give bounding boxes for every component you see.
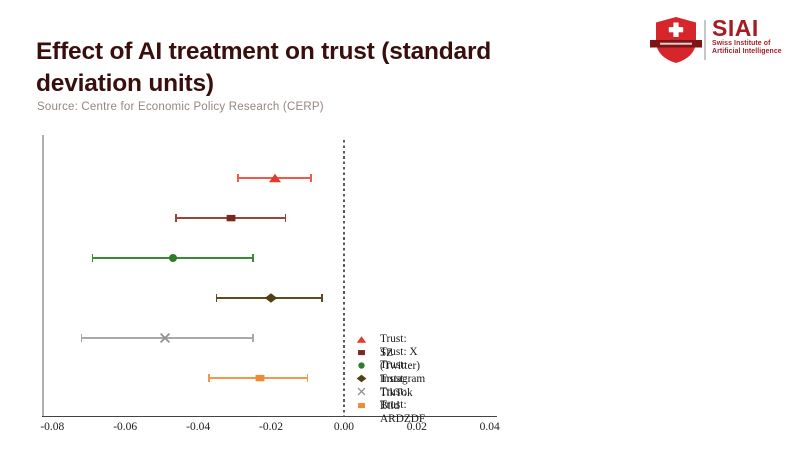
ci-cap-low bbox=[175, 214, 178, 222]
ci-cap-high bbox=[251, 254, 254, 262]
marker-trust-instagram bbox=[166, 251, 180, 265]
ci-cap-high bbox=[321, 294, 323, 302]
logo-subtitle-line2: Artificial Intelligence bbox=[712, 48, 782, 56]
logo-subtitle-line1: Swiss Institute of bbox=[712, 40, 771, 47]
legend-marker-trust-instagram bbox=[356, 360, 367, 371]
ci-cap-low bbox=[208, 374, 210, 382]
legend-label: Trust: SZ bbox=[380, 333, 407, 359]
siai-logo: SIAI Swiss Institute of Artificial Intel… bbox=[650, 14, 800, 66]
legend-label: Trust: Bild bbox=[380, 385, 407, 412]
legend-marker-trust-sz bbox=[356, 334, 367, 345]
legend-marker-trust-x-twitter bbox=[356, 347, 367, 358]
zero-reference-line bbox=[343, 140, 345, 416]
swiss-cross-horizontal bbox=[668, 27, 684, 33]
ci-cap-low bbox=[91, 254, 94, 262]
marker-trust-bild bbox=[158, 331, 172, 345]
legend-label: Trust: TikTok bbox=[380, 372, 413, 399]
banner-text-strip bbox=[660, 42, 692, 45]
x-tick-label: -0.06 bbox=[113, 420, 138, 433]
marker-trust-x-twitter bbox=[224, 211, 238, 225]
legend-label: Trust: ARDZDF bbox=[380, 399, 426, 425]
legend-marker-trust-tiktok bbox=[356, 373, 367, 384]
ci-cap-low bbox=[237, 174, 239, 182]
x-tick-label: -0.04 bbox=[186, 420, 211, 433]
ci-cap-high bbox=[284, 214, 287, 222]
ci-cap-high bbox=[306, 374, 309, 382]
logo-text: SIAI Swiss Institute of Artificial Intel… bbox=[712, 16, 782, 56]
x-tick-label: 0.02 bbox=[406, 420, 427, 433]
marker-trust-tiktok bbox=[264, 291, 278, 305]
x-tick-label: 0.04 bbox=[479, 420, 500, 433]
marker-trust-sz bbox=[268, 171, 282, 185]
y-axis-line bbox=[42, 135, 44, 416]
ci-line bbox=[81, 337, 253, 339]
legend-label: Trust: X (Twitter) bbox=[380, 346, 420, 373]
legend-marker-trust-ardzdf bbox=[356, 400, 367, 411]
page-title: Effect of AI treatment on trust (standar… bbox=[36, 38, 492, 98]
x-axis-line bbox=[42, 415, 498, 417]
logo-brand: SIAI bbox=[712, 15, 759, 41]
ci-cap-low bbox=[80, 334, 83, 342]
x-tick-label: 0.00 bbox=[333, 420, 354, 433]
x-tick-label: -0.08 bbox=[40, 420, 65, 433]
x-tick-label: -0.02 bbox=[259, 420, 283, 433]
legend-label: Trust: Instagram bbox=[380, 359, 426, 386]
ci-cap-high bbox=[251, 334, 254, 342]
marker-trust-ardzdf bbox=[253, 371, 267, 385]
siai-shield-icon bbox=[650, 17, 702, 63]
ci-cap-high bbox=[310, 174, 312, 182]
ci-cap-low bbox=[215, 294, 218, 302]
legend-marker-trust-bild bbox=[356, 386, 367, 397]
logo-divider bbox=[704, 20, 706, 60]
source-note: Source: Centre for Economic Policy Resea… bbox=[37, 101, 324, 113]
